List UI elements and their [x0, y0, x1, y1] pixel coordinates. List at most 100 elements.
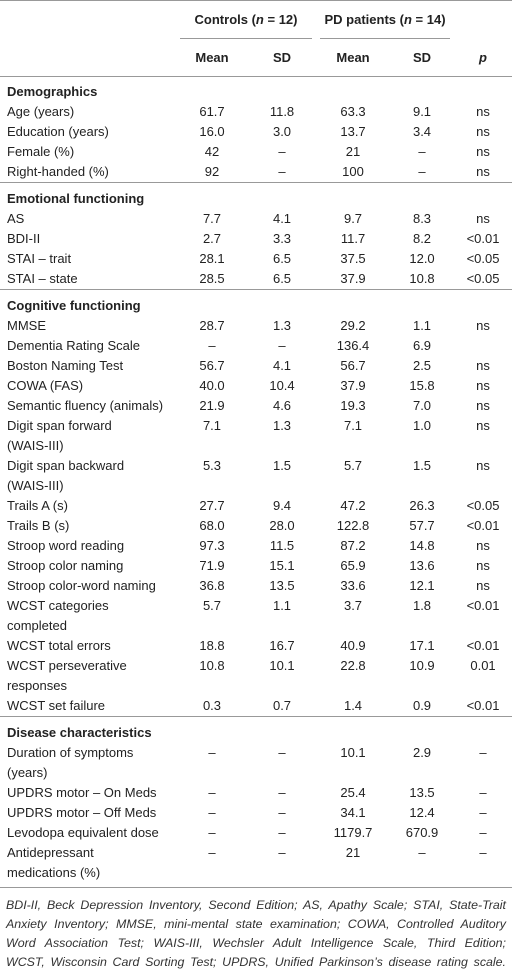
value-cell: 3.0 — [272, 124, 292, 139]
value-cell: 14.8 — [409, 538, 435, 553]
value-cell: – — [479, 805, 487, 820]
value-cell: 10.9 — [409, 658, 435, 673]
value-cell: 11.5 — [269, 538, 295, 553]
value-cell: <0.05 — [466, 498, 500, 513]
row-label: Age (years) — [7, 104, 75, 119]
value-cell: 15.8 — [409, 378, 435, 393]
footnote-line: Word Association Test; WAIS-III, Wechsle… — [6, 936, 506, 950]
header-cell — [0, 1, 176, 40]
row-label: COWA (FAS) — [7, 378, 84, 393]
value-cell: 65.9 — [340, 558, 366, 573]
value-cell: 670.9 — [405, 825, 439, 840]
value-cell: 13.5 — [409, 785, 435, 800]
value-cell: 22.8 — [340, 658, 366, 673]
value-cell: ns — [476, 144, 490, 159]
data-row: Semantic fluency (animals) 21.9 4.6 19.3 7.0… — [0, 396, 512, 416]
data-row: Stroop color-word naming 36.8 13.5 33.6 12.1… — [0, 576, 512, 596]
value-cell: 28.5 — [199, 271, 225, 286]
footnote-line: Anxiety Inventory; MMSE, mini-mental sta… — [6, 917, 506, 931]
value-cell: 18.8 — [199, 638, 225, 653]
data-row: Stroop color naming 71.9 15.1 65.9 13.6 ns — [0, 556, 512, 576]
column-header: Mean — [316, 39, 391, 77]
value-cell: 40.0 — [199, 378, 225, 393]
value-cell: 37.9 — [340, 378, 366, 393]
value-cell: ns — [476, 398, 490, 413]
value-cell: 17.1 — [409, 638, 435, 653]
value-cell: 0.7 — [272, 698, 292, 713]
value-cell: – — [278, 845, 286, 860]
value-cell: – — [418, 845, 426, 860]
row-label: Digit span backward (WAIS-III) — [7, 458, 125, 493]
data-row: Digit span forward (WAIS-III) 7.1 1.3 7.1 1.… — [0, 416, 512, 456]
data-row: BDI-II 2.7 3.3 11.7 8.2 <0.01 — [0, 229, 512, 249]
data-row: WCST perseverative responses 10.8 10.1 22.8… — [0, 656, 512, 696]
value-cell: ns — [476, 124, 490, 139]
value-cell: 28.7 — [199, 318, 225, 333]
n-symbol: n — [403, 11, 412, 27]
value-cell: ns — [476, 578, 490, 593]
value-cell: <0.01 — [466, 698, 500, 713]
row-label: Boston Naming Test — [7, 358, 124, 373]
value-cell: 56.7 — [199, 358, 225, 373]
data-row: STAI – trait 28.1 6.5 37.5 12.0 <0.05 — [0, 249, 512, 269]
value-cell: <0.05 — [466, 271, 500, 286]
row-label: Stroop color naming — [7, 558, 124, 573]
row-label: WCST total errors — [7, 638, 111, 653]
value-cell: 9.1 — [412, 104, 432, 119]
data-row: MMSE 28.7 1.3 29.2 1.1 ns — [0, 316, 512, 336]
header-cell — [0, 39, 176, 77]
value-cell: – — [479, 785, 487, 800]
row-label: STAI – trait — [7, 251, 72, 266]
group-text: PD patients ( — [324, 11, 404, 27]
data-row: WCST total errors 18.8 16.7 40.9 17.1 <0.01 — [0, 636, 512, 656]
value-cell: – — [208, 805, 216, 820]
value-cell: – — [208, 845, 216, 860]
value-cell: 42 — [204, 144, 220, 159]
value-cell: 11.8 — [269, 104, 295, 119]
n-symbol: n — [255, 11, 264, 27]
value-cell: ns — [476, 104, 490, 119]
row-label: Trails B (s) — [7, 518, 70, 533]
value-cell: 13.6 — [409, 558, 435, 573]
value-cell: – — [278, 164, 286, 179]
row-label: UPDRS motor – On Meds — [7, 785, 157, 800]
value-cell: 57.7 — [409, 518, 435, 533]
value-cell: 40.9 — [340, 638, 366, 653]
value-cell: 21.9 — [199, 398, 225, 413]
footnote-line: BDI-II, Beck Depression Inventory, Secon… — [6, 898, 506, 912]
row-label: WCST perseverative responses — [7, 658, 127, 693]
value-cell: 10.1 — [340, 745, 366, 760]
value-cell: – — [208, 745, 216, 760]
section-title: Emotional functioning — [0, 182, 512, 209]
value-cell: 28.0 — [269, 518, 295, 533]
value-cell: 4.1 — [272, 211, 292, 226]
data-row: Boston Naming Test 56.7 4.1 56.7 2.5 ns — [0, 356, 512, 376]
data-row: Digit span backward (WAIS-III) 5.3 1.5 5.7 1… — [0, 456, 512, 496]
row-label: Antidepressant medications (%) — [7, 845, 101, 880]
header-cell — [454, 1, 512, 40]
data-row: Education (years) 16.0 3.0 13.7 3.4 ns — [0, 122, 512, 142]
value-cell: 5.3 — [202, 458, 222, 473]
value-cell: 2.7 — [202, 231, 222, 246]
value-cell: – — [278, 144, 286, 159]
value-cell: – — [479, 845, 487, 860]
value-cell: 26.3 — [409, 498, 435, 513]
value-cell: 16.7 — [269, 638, 295, 653]
value-cell: ns — [476, 318, 490, 333]
value-cell: 21 — [345, 144, 361, 159]
value-cell: – — [418, 164, 426, 179]
value-cell: – — [278, 805, 286, 820]
value-cell: ns — [476, 378, 490, 393]
row-label: BDI-II — [7, 231, 41, 246]
value-cell: 63.3 — [340, 104, 366, 119]
value-cell: 7.7 — [202, 211, 222, 226]
row-label: AS — [7, 211, 25, 226]
data-row: Levodopa equivalent dose – – 1179.7 670.9 – — [0, 823, 512, 843]
group-label: Controls (n = 12) — [180, 2, 313, 39]
value-cell: 37.5 — [340, 251, 366, 266]
value-cell: <0.01 — [466, 518, 500, 533]
row-label: Female (%) — [7, 144, 75, 159]
value-cell: 11.7 — [340, 231, 366, 246]
value-cell: 1.0 — [412, 418, 432, 433]
